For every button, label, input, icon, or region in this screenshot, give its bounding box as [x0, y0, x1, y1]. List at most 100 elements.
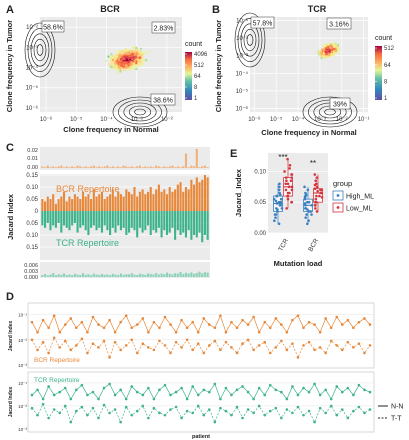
data-point — [275, 194, 278, 198]
bcr-top-bar — [184, 153, 188, 168]
density-cell — [125, 64, 128, 67]
density-cell — [323, 47, 326, 50]
bcr-top-bar — [114, 167, 117, 168]
tcr-bar — [206, 211, 209, 240]
tcr-bottom-bar — [81, 273, 85, 277]
y-tick-label: 10⁻¹ — [236, 19, 248, 25]
bcr-top-bar — [130, 166, 133, 168]
data-point — [340, 390, 344, 394]
tcr-bottom-bar — [44, 274, 47, 277]
density-cell — [123, 61, 126, 64]
bcr-bar — [149, 187, 152, 211]
data-point — [277, 188, 281, 192]
data-point — [185, 338, 189, 342]
tcr-bar — [49, 211, 52, 231]
bcr-top-bar — [84, 166, 87, 168]
tcr-bar — [152, 211, 155, 231]
bcr-top-bar — [90, 166, 93, 168]
bcr-bar — [193, 184, 196, 211]
panel-a-contours — [24, 22, 168, 128]
tcr-bottom-bar — [125, 274, 128, 277]
tcr-bottom-bar — [130, 273, 133, 277]
density-cell — [117, 62, 120, 65]
data-point — [279, 204, 283, 207]
bcr-bar — [152, 194, 155, 211]
bcr-bar — [130, 194, 133, 211]
data-point — [219, 314, 222, 318]
density-cell — [131, 46, 134, 49]
density-cell — [323, 53, 326, 56]
data-point — [241, 416, 244, 420]
tcr-bar — [111, 211, 114, 228]
panel-e-points — [272, 157, 324, 226]
y-tick-label: 10⁻³ — [18, 427, 27, 432]
bcr-top-bar — [65, 166, 68, 168]
contour-bottom — [128, 105, 152, 119]
panel-a: A BCR 58.6% 2.83% 38.6% 10⁻⁶ 10⁻⁵ 10⁻⁴ 10⁻³… — [5, 4, 208, 134]
data-point — [97, 397, 100, 401]
bcr-bar — [179, 182, 182, 211]
contour-bottom — [112, 96, 168, 128]
panel-c-bcr-label: BCR Repertoire — [56, 184, 120, 194]
tcr-bar — [160, 211, 163, 238]
density-cell — [125, 57, 128, 60]
density-cell — [127, 65, 130, 68]
density-cell — [326, 48, 329, 51]
data-point — [318, 346, 322, 349]
data-point — [169, 408, 172, 411]
tcr-bar — [95, 211, 98, 231]
y-tick-label: 0.00 — [254, 231, 266, 237]
data-point — [63, 323, 67, 326]
data-point — [257, 344, 261, 347]
panel-a-legend-ticks: 4096 512 64 8 1 — [185, 52, 208, 102]
data-point — [335, 315, 339, 319]
data-point — [268, 383, 272, 387]
bcr-bar — [141, 189, 144, 211]
tcr-bottom-bar — [122, 274, 125, 277]
density-cell — [322, 52, 325, 55]
bcr-top-bar — [152, 167, 155, 168]
tcr-bottom-bar — [133, 274, 136, 277]
density-cell — [119, 59, 122, 62]
density-cell — [124, 52, 127, 55]
bcr-top-bar — [168, 166, 171, 168]
data-point — [163, 344, 167, 347]
data-point — [268, 326, 272, 330]
x-tick-label: TCR — [277, 237, 290, 252]
density-cell — [141, 51, 144, 54]
data-point — [102, 326, 106, 330]
density-cell — [139, 47, 142, 50]
x-tick-label: 10⁻² — [161, 117, 173, 123]
density-cell — [110, 61, 113, 64]
density-cell — [114, 64, 117, 67]
panel-e-sig-bcr: ** — [310, 159, 316, 168]
density-cell — [141, 58, 144, 61]
data-point — [174, 405, 178, 409]
data-point — [219, 348, 222, 352]
density-cell — [132, 49, 135, 52]
density-cell — [132, 63, 135, 66]
tcr-bar — [41, 211, 44, 226]
density-cell — [122, 64, 125, 67]
bcr-top-bar — [187, 167, 190, 168]
tcr-bar — [133, 211, 136, 231]
data-point — [36, 388, 39, 392]
tcr-bar — [146, 211, 150, 226]
density-cell — [322, 54, 325, 57]
panel-c-ylabel: Jacard Index — [6, 193, 15, 240]
density-cell — [324, 48, 327, 51]
panel-c-tcr-label: TCR Repertoire — [56, 238, 119, 248]
panel-e: E 0.10 0.05 0.00 TCR BCR *** ** Jacard_Index… — [230, 148, 374, 268]
density-cell — [124, 48, 127, 51]
tcr-bottom-bar — [128, 274, 131, 277]
data-point — [313, 183, 317, 187]
data-point — [169, 351, 172, 355]
tcr-bottom-bar — [198, 271, 201, 277]
panel-b: B TCR 57.8% 3.16% 39% 10⁻⁶ 10⁻⁵ 10⁻⁴ 10⁻³ 10… — [212, 4, 395, 137]
data-point — [69, 397, 73, 401]
bcr-top-bar — [109, 167, 112, 168]
data-point — [368, 323, 372, 326]
y-tick-label: 0.00 — [27, 165, 38, 171]
data-point — [213, 420, 217, 424]
data-point — [230, 413, 233, 417]
